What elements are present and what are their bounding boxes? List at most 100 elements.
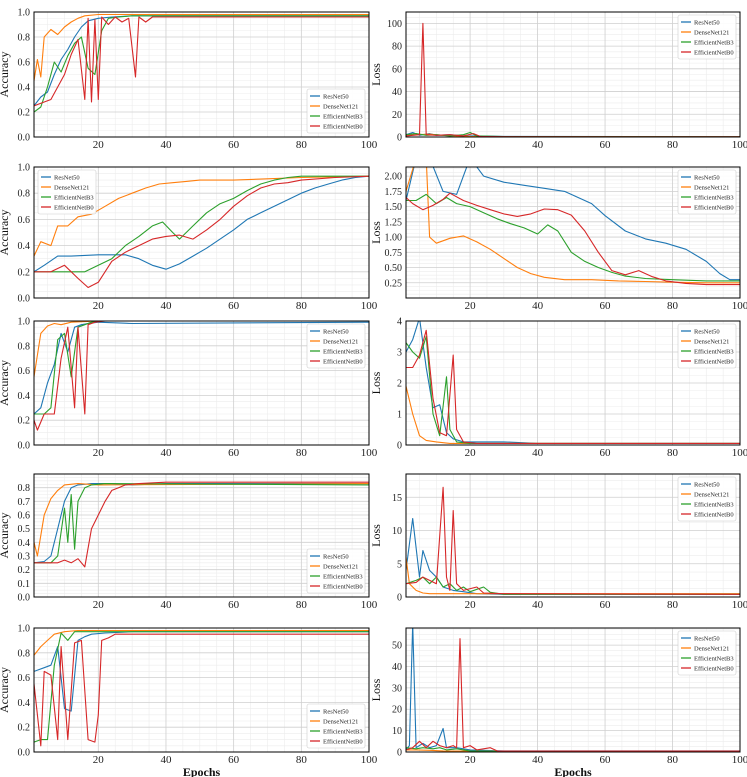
legend: ResNet50 DenseNet121 EfficientNetB3 Efficie…	[306, 548, 366, 594]
x-tick-label: 80	[296, 139, 308, 151]
series-lines	[34, 629, 369, 747]
x-tick-label: 40	[532, 754, 544, 766]
x-tick-label: 80	[667, 300, 679, 312]
legend-box	[37, 169, 97, 215]
legend-label: EfficientNetB0	[323, 584, 363, 591]
legend-label: EfficientNetB3	[694, 195, 734, 202]
legend-label: ResNet50	[323, 554, 349, 561]
legend-box	[677, 476, 737, 522]
series-line-resnet50	[406, 628, 740, 752]
series-line-efficientnetb0	[34, 16, 369, 107]
y-tick-label: 1.75	[385, 187, 403, 198]
y-tick-label: 1.50	[385, 202, 403, 213]
legend-label: EfficientNetB0	[694, 205, 734, 212]
x-tick-label: 20	[93, 300, 105, 312]
x-tick-label: 60	[600, 139, 612, 151]
series-line-efficientnetb0	[34, 633, 369, 747]
y-tick-label: 0.7	[18, 497, 31, 508]
legend-label: EfficientNetB3	[323, 729, 363, 736]
y-tick-label: 5	[397, 559, 402, 570]
minor-grid	[406, 167, 740, 298]
y-tick-label: 0	[397, 133, 402, 144]
y-axis-label: Accuracy	[0, 360, 11, 406]
x-tick-label: 20	[93, 139, 105, 151]
y-tick-label: 60	[392, 64, 402, 75]
legend-label: DenseNet121	[323, 719, 358, 726]
y-tick-label: 1.0	[18, 163, 31, 174]
legend-label: ResNet50	[323, 329, 349, 336]
legend: ResNet50 DenseNet121 EfficientNetB3 Efficie…	[677, 323, 737, 369]
y-tick-label: 0.2	[18, 565, 31, 576]
y-tick-label: 15	[392, 493, 402, 504]
x-tick-label: 60	[228, 599, 240, 611]
y-tick-label: 1.0	[18, 624, 31, 635]
legend-label: EfficientNetB3	[54, 195, 94, 202]
y-axis-label: Accuracy	[0, 210, 11, 256]
x-axis-label: Epochs	[554, 765, 592, 777]
legend-label: EfficientNetB0	[694, 359, 734, 366]
x-tick-label: 20	[465, 447, 477, 459]
y-tick-label: 1.0	[18, 8, 31, 19]
legend-label: EfficientNetB3	[694, 656, 734, 663]
panel-7: 20 40 60 80 100 0.0 0.1 0.2 0.3 0.4 0.5 0.6 0.7 0.8 Ac…	[0, 473, 378, 611]
panel-1: 20 40 60 80 100 0.0 0.2 0.4 0.6 0.8 1.0 Accuracy Res…	[0, 8, 378, 152]
series-line-resnet50	[406, 321, 740, 444]
legend-box	[306, 703, 366, 749]
panel-6: 20 40 60 80 100 0 1 2 3 4 Loss ResNet50 DenseNet121 E…	[369, 317, 747, 460]
y-tick-label: 0.8	[18, 189, 31, 200]
legend-label: EfficientNetB0	[54, 205, 94, 212]
series-lines	[34, 175, 369, 289]
x-tick-label: 80	[667, 754, 679, 766]
y-tick-label: 0.5	[18, 524, 31, 535]
y-axis-label: Loss	[369, 524, 383, 547]
series-lines	[34, 481, 369, 568]
panel-5: 20 40 60 80 100 0.0 0.2 0.4 0.6 0.8 1.0 Accuracy Res…	[0, 317, 378, 460]
y-tick-label: 0.75	[385, 248, 403, 259]
x-tick-label: 80	[667, 599, 679, 611]
y-tick-label: 0.8	[18, 483, 31, 494]
y-tick-label: 0.6	[18, 215, 31, 226]
legend-label: DenseNet121	[323, 104, 358, 111]
x-tick-label: 60	[228, 139, 240, 151]
legend-label: EfficientNetB3	[694, 349, 734, 356]
y-axis-label: Loss	[369, 678, 383, 701]
y-tick-label: 0.8	[18, 341, 31, 352]
legend-label: EfficientNetB3	[323, 574, 363, 581]
legend: ResNet50 DenseNet121 EfficientNetB3 Efficie…	[677, 476, 737, 522]
legend-label: ResNet50	[694, 175, 720, 182]
minor-grid	[406, 11, 740, 137]
y-tick-label: 2	[397, 379, 402, 390]
x-tick-label: 20	[93, 754, 105, 766]
x-tick-label: 40	[160, 447, 172, 459]
plot-frame	[405, 473, 741, 598]
legend-box	[677, 14, 737, 60]
x-tick-label: 20	[93, 599, 105, 611]
y-tick-label: 0.6	[18, 366, 31, 377]
series-line-densenet121	[34, 13, 369, 81]
y-tick-label: 3	[397, 348, 402, 359]
legend-label: ResNet50	[323, 709, 349, 716]
legend: ResNet50 DenseNet121 EfficientNetB3 Efficie…	[306, 88, 366, 134]
legend-label: ResNet50	[54, 175, 80, 182]
y-tick-label: 0.0	[18, 593, 31, 604]
y-tick-label: 0.6	[18, 58, 31, 69]
series-lines	[406, 486, 740, 595]
series-line-densenet121	[34, 629, 369, 656]
legend-box	[306, 88, 366, 134]
panel-10: 20 40 60 80 100 0 10 20 30 40 50 Loss Epochs ResNet50…	[369, 627, 747, 777]
plot-frame	[33, 320, 370, 446]
series-line-efficientnetb0	[34, 321, 369, 431]
x-tick-label: 80	[296, 754, 308, 766]
panel-2: 20 40 60 80 100 0 20 40 60 80 100 Loss ResNet50 Dense…	[369, 11, 747, 151]
x-tick-label: 100	[732, 300, 747, 312]
series-line-densenet121	[406, 557, 740, 595]
series-line-efficientnetb3	[34, 175, 369, 273]
x-tick-label: 20	[465, 599, 477, 611]
y-axis-label: Accuracy	[0, 52, 11, 98]
legend-label: ResNet50	[694, 482, 720, 489]
series-lines	[406, 321, 740, 444]
series-line-efficientnetb3	[34, 483, 369, 564]
x-tick-label: 60	[228, 300, 240, 312]
x-tick-label: 100	[732, 139, 747, 151]
x-tick-label: 100	[361, 599, 378, 611]
